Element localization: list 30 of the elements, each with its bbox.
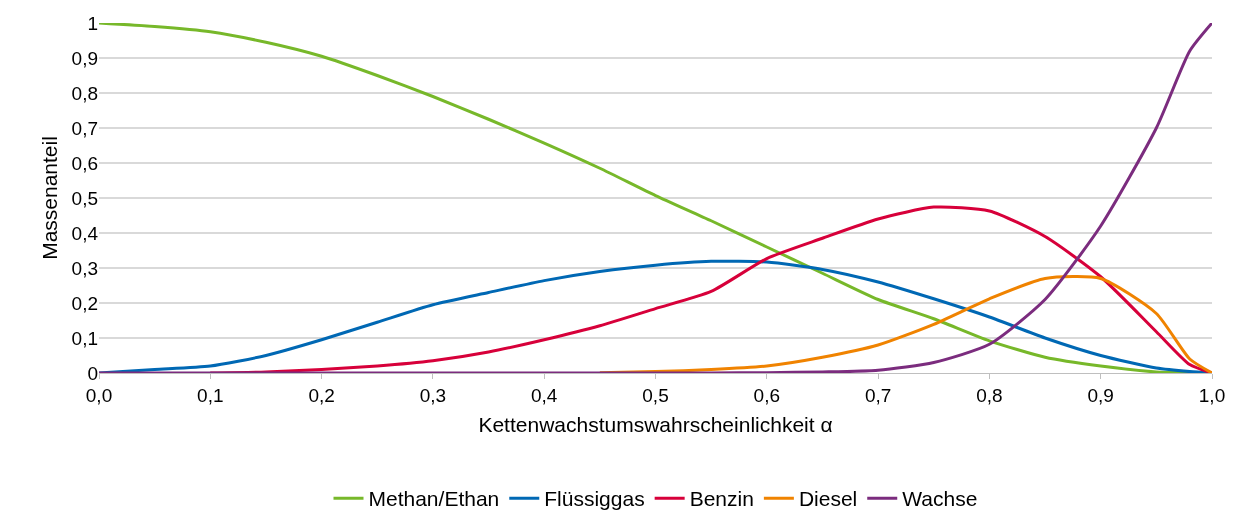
x-tick-label: 1,0 <box>1198 384 1226 406</box>
x-tick-label: 0,8 <box>976 384 1003 406</box>
x-tick-label: 0,1 <box>197 384 224 406</box>
y-tick-label: 0,9 <box>71 47 98 69</box>
x-tick-label: 0,4 <box>530 384 558 406</box>
x-tick-label: 0,6 <box>753 384 781 406</box>
y-tick-label: 0,2 <box>71 292 98 314</box>
y-tick-label: 0,1 <box>71 327 98 349</box>
x-tick-label: 0,7 <box>864 384 892 406</box>
line-series <box>598 275 1212 373</box>
legend-label: Diesel <box>798 487 858 511</box>
y-tick-label: 0,4 <box>71 222 99 244</box>
y-tick-label: 0,8 <box>71 82 98 104</box>
y-tick-label: 0,5 <box>71 187 98 209</box>
legend-label: Benzin <box>689 487 754 511</box>
y-tick-label: 0,7 <box>71 117 98 139</box>
legend-label: Methan/Ethan <box>368 487 500 511</box>
legend-label: Wachse <box>902 487 978 511</box>
x-tick-label: 0,3 <box>419 384 447 406</box>
x-tick-label: 0,9 <box>1087 384 1114 406</box>
y-axis-title: Massenanteil <box>37 136 61 260</box>
y-tick-label: 0,6 <box>71 152 98 174</box>
x-tick-label: 0,0 <box>85 384 113 406</box>
y-tick-label: 0 <box>87 362 98 384</box>
y-tick-label: 1 <box>87 12 98 34</box>
x-tick-label: 0,5 <box>642 384 669 406</box>
x-axis-title: Kettenwachstumswahrscheinlichkeit α <box>478 413 833 436</box>
x-tick-label: 0,2 <box>308 384 335 406</box>
legend-label: Flüssiggas <box>544 487 645 511</box>
y-tick-label: 0,3 <box>71 257 98 279</box>
